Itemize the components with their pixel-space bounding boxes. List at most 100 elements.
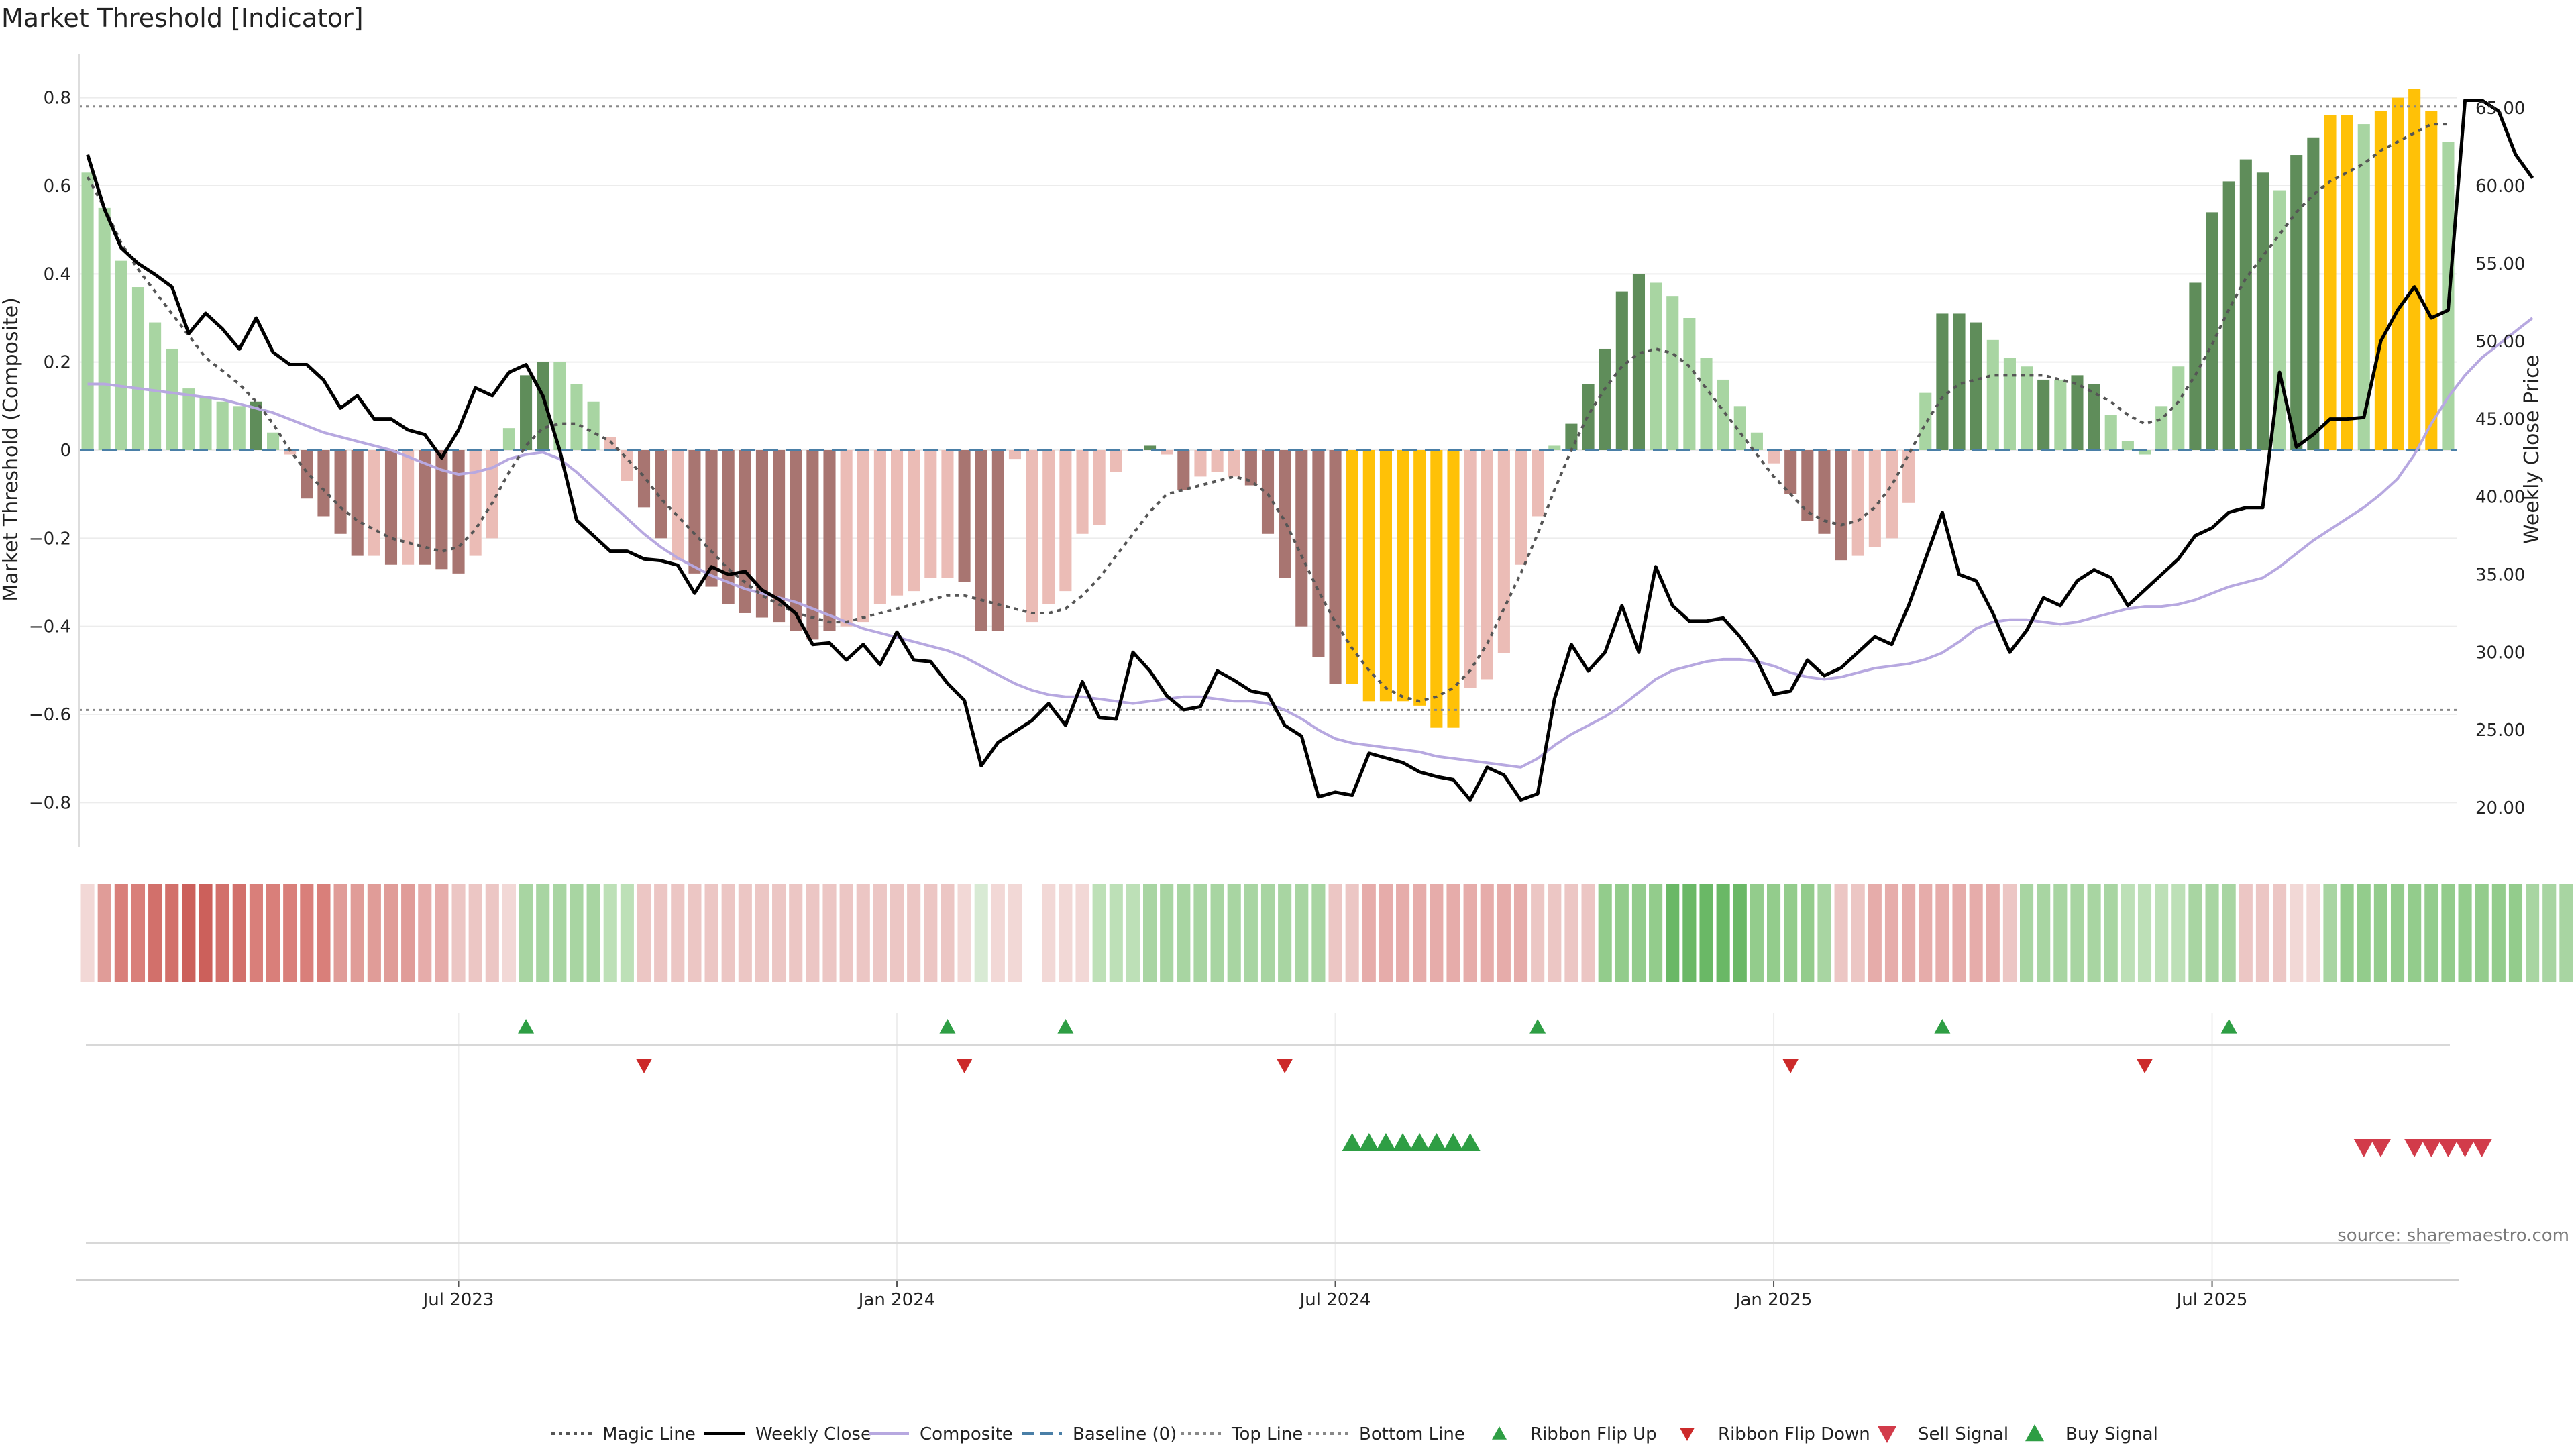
ribbon-cell [1817,884,1831,982]
ribbon-cell [215,884,229,982]
ribbon-cell [957,884,971,982]
composite-bar [840,450,853,627]
ribbon-cell [2239,884,2253,982]
composite-bar [1430,450,1443,728]
ribbon-cell [1952,884,1966,982]
ribbon-cell [1851,884,1865,982]
ribbon-cell [1311,884,1326,982]
ribbon-cell [856,884,870,982]
ribbon-cell [553,884,567,982]
composite-bar [924,450,937,578]
ribbon-cell [1548,884,1562,982]
legend-label: Top Line [1231,1424,1303,1444]
composite-bar [301,450,313,499]
composite-bar [419,450,431,565]
y2-tick-label: 20.00 [2475,798,2525,818]
composite-bar [1161,450,1173,455]
ribbon-cell [2188,884,2202,982]
composite-bar [2121,441,2134,450]
ribbon-cell [148,884,162,982]
indicator-lines [79,99,2534,802]
ribbon-cell [131,884,146,982]
y2-tick-label: 30.00 [2475,643,2525,663]
composite-bar [1986,339,1999,450]
ribbon-cell [1699,884,1713,982]
ribbon-cell [1059,884,1073,982]
composite-bar [672,450,684,561]
ribbon-flip-down-marker [2137,1059,2153,1073]
ribbon-cell [2408,884,2422,982]
composite-bar [1885,450,1898,539]
legend-label: Baseline (0) [1073,1424,1177,1444]
composite-bar [1194,450,1207,477]
legend-item-flipdown: Ribbon Flip Down [1680,1424,1870,1444]
ribbon-cell [1986,884,2000,982]
composite-bar [452,450,465,574]
sell-signal-marker [2438,1139,2459,1157]
ribbon-cell [418,884,432,982]
ribbon-cell [1531,884,1545,982]
composite-bar [1279,450,1291,578]
composite-bar [1599,348,1611,450]
ribbon-cell [1278,884,1292,982]
ribbon-cell [1902,884,1916,982]
composite-bar [890,450,904,596]
ribbon-cell [1969,884,1983,982]
composite-bar [1565,423,1578,450]
ribbon-cell [603,884,617,982]
composite-bar [2256,172,2269,450]
composite-bar [216,401,229,450]
composite-bar [1379,450,1392,702]
y-tick-label: 0 [60,441,71,461]
ribbon-cell [2171,884,2186,982]
composite-bar [469,450,482,556]
composite-bar [1177,450,1190,490]
x-tick-label: Jan 2025 [1734,1290,1813,1310]
composite-bar [1532,450,1544,517]
ribbon-cell [1328,884,1342,982]
ribbon-cell [2458,884,2472,982]
ribbon-cell [2424,884,2438,982]
ribbon-cell [536,884,550,982]
composite-bar [2374,111,2387,450]
y2-tick-label: 60.00 [2475,176,2525,197]
ribbon-cell [1884,884,1899,982]
ribbon-cell [2037,884,2051,982]
composite-bar [1902,450,1915,503]
composite-bar [1295,450,1308,627]
ribbon-cell [637,884,651,982]
composite-bar [115,260,127,450]
ribbon-flip-up-marker [1529,1019,1546,1034]
chart-title: Market Threshold [Indicator] [1,3,364,33]
composite-bar [1211,450,1224,472]
y-tick-label: 0.4 [44,264,71,284]
ribbon-cell [2306,884,2320,982]
ribbon-cell [671,884,685,982]
y2-tick-label: 50.00 [2475,332,2525,352]
legend: Magic Line Weekly Close Composite Baseline … [551,1424,2158,1444]
ribbon-cell [97,884,111,982]
composite-bar [873,450,886,604]
composite-bar [806,450,819,640]
legend-item-flipup: Ribbon Flip Up [1492,1424,1657,1444]
composite-bar [2037,379,2050,450]
composite-bar [1784,450,1797,494]
composite-bar [1481,450,1493,680]
legend-item-composite: Composite [869,1424,1013,1444]
composite-bar [1110,450,1122,472]
composite-bar [2408,89,2421,451]
ribbon-cell [333,884,347,982]
ribbon-cell [519,884,533,982]
buy-signal-marker [1342,1133,1362,1151]
composite-bar [570,384,583,450]
ribbon-cell [1463,884,1477,982]
composite-bar [604,437,616,450]
composite-bar [1008,450,1022,460]
ribbon-cell [1615,884,1629,982]
ribbon-cell [2273,884,2287,982]
x-tick-label: Jul 2023 [422,1290,494,1310]
ribbon-flip-down-marker [1782,1059,1799,1073]
y2-tick-label: 65.00 [2475,99,2525,119]
legend-item-buy: Buy Signal [2025,1424,2158,1444]
